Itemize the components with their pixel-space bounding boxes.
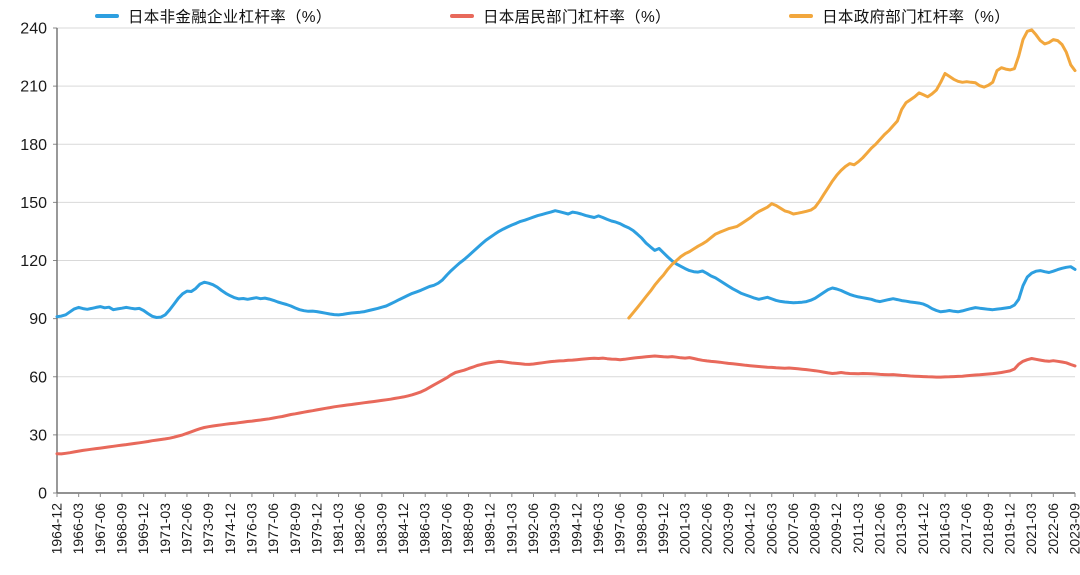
x-tick-label: 1971-03 <box>157 503 173 555</box>
x-tick-label: 1982-06 <box>352 503 368 555</box>
x-tick-label: 1964-12 <box>49 503 65 555</box>
y-tick-label: 150 <box>20 195 47 212</box>
x-tick-label: 1968-09 <box>113 503 129 555</box>
x-tick-label: 1979-12 <box>308 503 324 555</box>
x-tick-label: 2011-03 <box>850 503 866 554</box>
legend-line-icon <box>449 14 474 18</box>
x-tick-label: 2006-03 <box>763 503 779 555</box>
x-tick-label: 1978-09 <box>287 503 303 555</box>
x-tick-label: 2021-03 <box>1023 503 1039 555</box>
y-tick-label: 180 <box>20 137 47 154</box>
x-tick-label: 1993-09 <box>547 503 563 555</box>
x-tick-label: 1989-12 <box>482 503 498 555</box>
x-tick-label: 1973-09 <box>200 503 216 555</box>
x-tick-label: 1988-09 <box>460 503 476 555</box>
x-tick-label: 1976-03 <box>243 503 259 555</box>
chart-legend: 日本非金融企业杠杆率（%） 日本居民部门杠杆率（%） 日本政府部门杠杆率（%） <box>95 5 1010 27</box>
legend-line-icon <box>95 14 119 18</box>
y-tick-label: 90 <box>29 311 47 328</box>
x-tick-label: 1994-12 <box>568 503 584 555</box>
legend-label: 日本非金融企业杠杆率（%） <box>128 9 332 26</box>
series-line-0 <box>55 209 1077 319</box>
legend-item-nonfinancial: 日本非金融企业杠杆率（%） <box>95 5 332 27</box>
legend-line-icon <box>789 14 814 18</box>
y-tick-label: 210 <box>20 79 47 96</box>
x-tick-label: 2016-03 <box>937 503 953 555</box>
x-tick-label: 2008-09 <box>807 503 823 555</box>
x-tick-label: 2004-12 <box>742 503 758 555</box>
x-tick-label: 2013-09 <box>893 503 909 555</box>
x-tick-label: 1998-09 <box>633 503 649 555</box>
x-tick-label: 2019-12 <box>1002 503 1018 555</box>
x-tick-label: 1972-06 <box>178 503 194 555</box>
x-tick-label: 2009-12 <box>828 503 844 555</box>
x-tick-label: 1969-12 <box>135 503 151 555</box>
y-tick-label: 0 <box>38 486 47 503</box>
x-tick-label: 2012-06 <box>872 503 888 555</box>
x-tick-label: 2023-09 <box>1067 503 1080 555</box>
y-tick-label: 60 <box>29 369 47 386</box>
legend-item-government: 日本政府部门杠杆率（%） <box>789 5 1010 27</box>
x-tick-label: 1996-03 <box>590 503 606 555</box>
x-tick-label: 1997-06 <box>612 503 628 555</box>
legend-label: 日本居民部门杠杆率（%） <box>482 9 671 26</box>
legend-item-household: 日本居民部门杠杆率（%） <box>449 5 671 27</box>
x-tick-label: 1983-09 <box>373 503 389 555</box>
legend-label: 日本政府部门杠杆率（%） <box>822 9 1010 26</box>
x-tick-label: 2014-12 <box>915 503 931 555</box>
x-tick-label: 1999-12 <box>655 503 671 555</box>
x-tick-label: 1981-03 <box>330 503 346 555</box>
series-line-2 <box>627 28 1077 320</box>
x-tick-label: 2001-03 <box>677 503 693 555</box>
y-tick-label: 240 <box>20 21 47 38</box>
x-tick-label: 1974-12 <box>222 503 238 555</box>
x-tick-label: 2002-06 <box>698 503 714 555</box>
series-line-1 <box>55 354 1077 456</box>
x-tick-label: 2017-06 <box>958 503 974 555</box>
x-tick-label: 1991-03 <box>503 503 519 555</box>
x-tick-label: 1967-06 <box>92 503 108 555</box>
y-tick-label: 30 <box>29 427 47 444</box>
x-tick-label: 1966-03 <box>70 503 86 555</box>
x-tick-label: 1984-12 <box>395 503 411 555</box>
x-tick-label: 2018-09 <box>980 503 996 555</box>
x-tick-label: 1987-06 <box>438 503 454 555</box>
x-tick-label: 1977-06 <box>265 503 281 555</box>
y-tick-label: 120 <box>20 253 47 270</box>
x-tick-label: 1986-03 <box>417 503 433 555</box>
x-tick-label: 2003-09 <box>720 503 736 555</box>
x-tick-label: 1992-06 <box>525 503 541 555</box>
x-tick-label: 2022-06 <box>1045 503 1061 555</box>
x-tick-label: 2007-06 <box>785 503 801 555</box>
